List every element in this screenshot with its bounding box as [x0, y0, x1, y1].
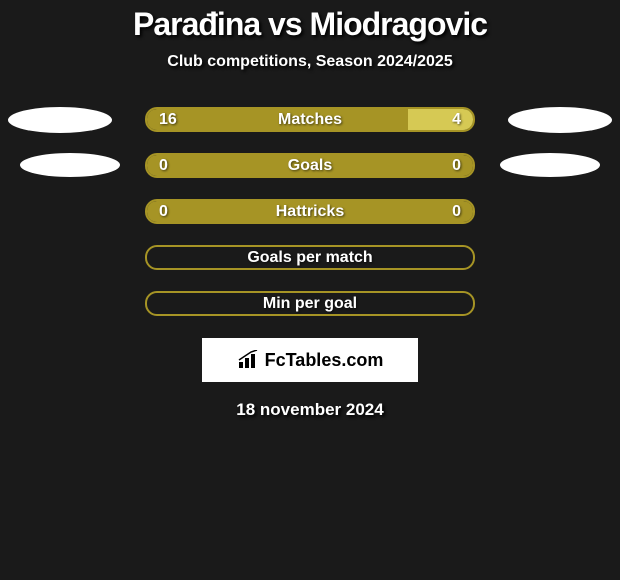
comparison-subtitle: Club competitions, Season 2024/2025: [0, 53, 620, 71]
stat-bar: Goals per match: [145, 245, 475, 270]
stat-label: Matches: [147, 111, 473, 129]
stat-bar: 00Goals: [145, 153, 475, 178]
stat-row: Goals per match: [0, 245, 620, 270]
player-placeholder-left: [8, 107, 112, 133]
logo-text: FcTables.com: [265, 350, 384, 371]
player-placeholder-right: [500, 153, 600, 177]
player-placeholder-left: [20, 153, 120, 177]
stat-bar: 00Hattricks: [145, 199, 475, 224]
stat-label: Goals per match: [147, 249, 473, 267]
stat-bar: Min per goal: [145, 291, 475, 316]
stat-row: Min per goal: [0, 291, 620, 316]
stat-label: Min per goal: [147, 295, 473, 313]
stat-row: 00Hattricks: [0, 199, 620, 224]
stat-label: Goals: [147, 157, 473, 175]
logo-box: FcTables.com: [202, 338, 418, 382]
chart-icon: [237, 350, 261, 370]
player-placeholder-right: [508, 107, 612, 133]
stat-label: Hattricks: [147, 203, 473, 221]
stat-row: 164Matches: [0, 107, 620, 132]
stats-rows: 164Matches 00Goals 00Hattricks Goals per ma…: [0, 107, 620, 316]
date-line: 18 november 2024: [0, 400, 620, 420]
stat-bar: 164Matches: [145, 107, 475, 132]
stat-row: 00Goals: [0, 153, 620, 178]
comparison-title: Parađina vs Miodragovic: [0, 0, 620, 43]
